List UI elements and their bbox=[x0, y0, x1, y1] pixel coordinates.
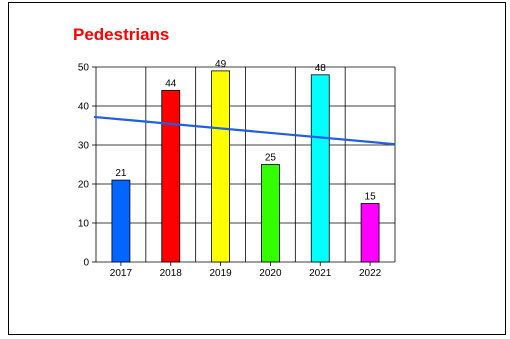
grid-layer bbox=[92, 66, 396, 266]
x-tick-label-2019: 2019 bbox=[209, 268, 232, 279]
y-tick-label: 50 bbox=[78, 63, 90, 74]
y-tick-label: 10 bbox=[78, 219, 90, 230]
x-tick-label-2022: 2022 bbox=[359, 268, 382, 279]
y-tick-label: 40 bbox=[78, 102, 90, 113]
bar-2021 bbox=[310, 74, 330, 263]
bar-2020 bbox=[261, 164, 280, 263]
data-label-2018: 44 bbox=[165, 78, 177, 89]
data-label-2019: 49 bbox=[215, 59, 227, 70]
x-tick-label-2018: 2018 bbox=[160, 268, 183, 279]
data-label-2020: 25 bbox=[265, 153, 277, 164]
chart-title: Pedestrians bbox=[73, 25, 170, 44]
x-tick-label-2021: 2021 bbox=[309, 268, 332, 279]
data-label-2021: 48 bbox=[315, 63, 327, 74]
data-label-2022: 15 bbox=[365, 192, 377, 203]
data-label-2017: 21 bbox=[115, 168, 127, 179]
y-tick-label: 30 bbox=[78, 141, 90, 152]
bar-2018 bbox=[161, 90, 181, 263]
x-tick-label-2017: 2017 bbox=[110, 268, 133, 279]
y-tick-label: 0 bbox=[83, 258, 89, 269]
trend-line bbox=[93, 115, 396, 146]
chart-frame: Pedestrians bbox=[8, 2, 506, 335]
x-tick-label-2020: 2020 bbox=[259, 268, 282, 279]
bar-2017 bbox=[111, 179, 131, 263]
bar-2022 bbox=[360, 203, 380, 263]
bar-layer bbox=[111, 70, 380, 263]
bar-2019 bbox=[211, 70, 230, 263]
trend-layer bbox=[93, 115, 396, 146]
label-layer: 0 10 20 30 40 50 21 2017 44 2018 49 2019 25 2020 48 202… bbox=[78, 59, 382, 279]
y-tick-label: 20 bbox=[78, 180, 90, 191]
